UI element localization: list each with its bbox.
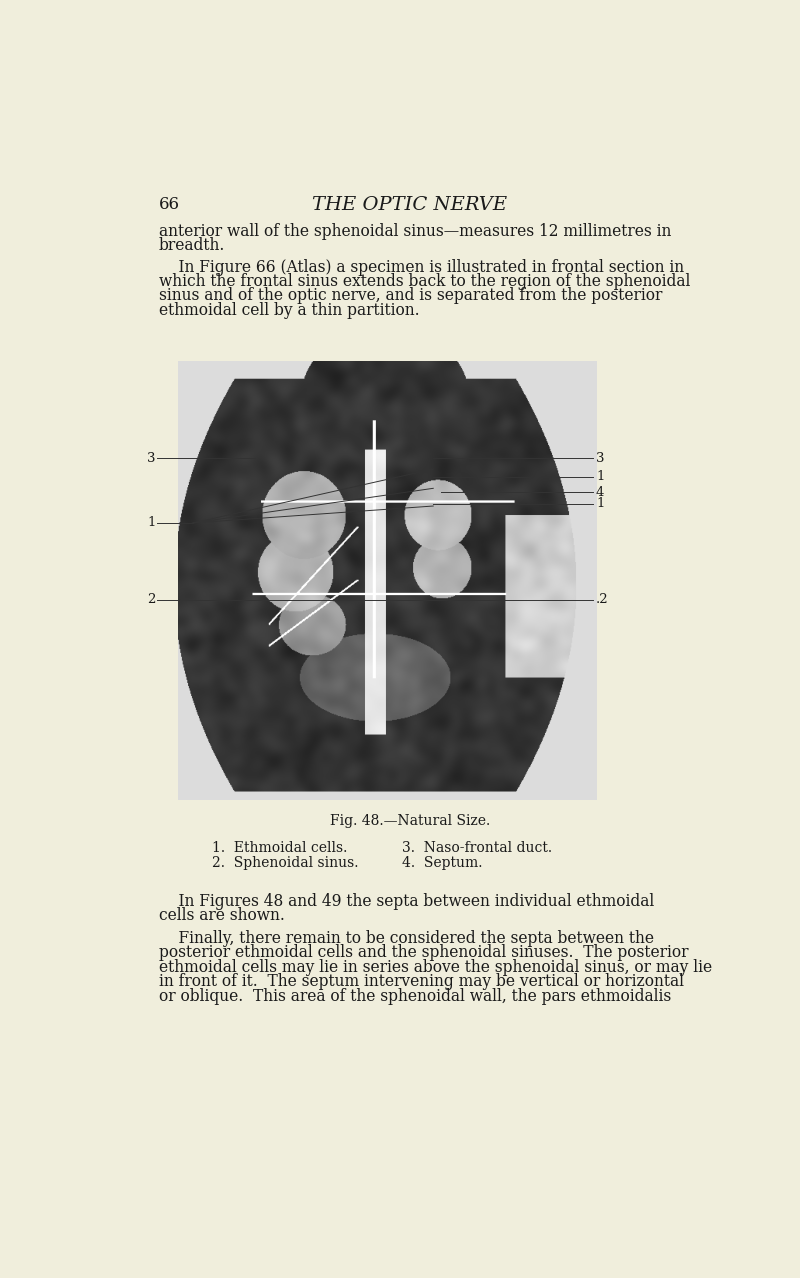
Text: cells are shown.: cells are shown. bbox=[159, 907, 285, 924]
Text: in front of it.  The septum intervening may be vertical or horizontal: in front of it. The septum intervening m… bbox=[159, 974, 684, 990]
Text: 1: 1 bbox=[147, 516, 156, 529]
Text: 2.  Sphenoidal sinus.: 2. Sphenoidal sinus. bbox=[212, 855, 359, 869]
Text: 66: 66 bbox=[159, 196, 180, 212]
Text: Fig. 48.—Natural Size.: Fig. 48.—Natural Size. bbox=[330, 814, 490, 828]
Text: sinus and of the optic nerve, and is separated from the posterior: sinus and of the optic nerve, and is sep… bbox=[159, 288, 662, 304]
Text: 4: 4 bbox=[596, 486, 604, 498]
Text: 4.  Septum.: 4. Septum. bbox=[402, 855, 482, 869]
Text: THE OPTIC NERVE: THE OPTIC NERVE bbox=[313, 196, 507, 213]
Text: 1.  Ethmoidal cells.: 1. Ethmoidal cells. bbox=[212, 841, 348, 855]
Text: 3: 3 bbox=[596, 452, 605, 465]
Text: 1: 1 bbox=[596, 470, 604, 483]
Text: 3: 3 bbox=[147, 452, 156, 465]
Text: breadth.: breadth. bbox=[159, 236, 226, 254]
Text: In Figure 66 (Atlas) a specimen is illustrated in frontal section in: In Figure 66 (Atlas) a specimen is illus… bbox=[159, 259, 684, 276]
Text: or oblique.  This area of the sphenoidal wall, the pars ethmoidalis: or oblique. This area of the sphenoidal … bbox=[159, 988, 671, 1005]
Text: .2: .2 bbox=[596, 593, 609, 607]
Text: anterior wall of the sphenoidal sinus—measures 12 millimetres in: anterior wall of the sphenoidal sinus—me… bbox=[159, 222, 671, 240]
Text: Finally, there remain to be considered the septa between the: Finally, there remain to be considered t… bbox=[159, 929, 654, 947]
Text: 2: 2 bbox=[147, 593, 156, 607]
Text: which the frontal sinus extends back to the region of the sphenoidal: which the frontal sinus extends back to … bbox=[159, 273, 690, 290]
Text: ethmoidal cell by a thin partition.: ethmoidal cell by a thin partition. bbox=[159, 302, 419, 318]
Text: ethmoidal cells may lie in series above the sphenoidal sinus, or may lie: ethmoidal cells may lie in series above … bbox=[159, 958, 712, 976]
Text: posterior ethmoidal cells and the sphenoidal sinuses.  The posterior: posterior ethmoidal cells and the spheno… bbox=[159, 944, 688, 961]
Text: In Figures 48 and 49 the septa between individual ethmoidal: In Figures 48 and 49 the septa between i… bbox=[159, 892, 654, 910]
Text: 3.  Naso-frontal duct.: 3. Naso-frontal duct. bbox=[402, 841, 552, 855]
Text: 1: 1 bbox=[596, 497, 604, 510]
